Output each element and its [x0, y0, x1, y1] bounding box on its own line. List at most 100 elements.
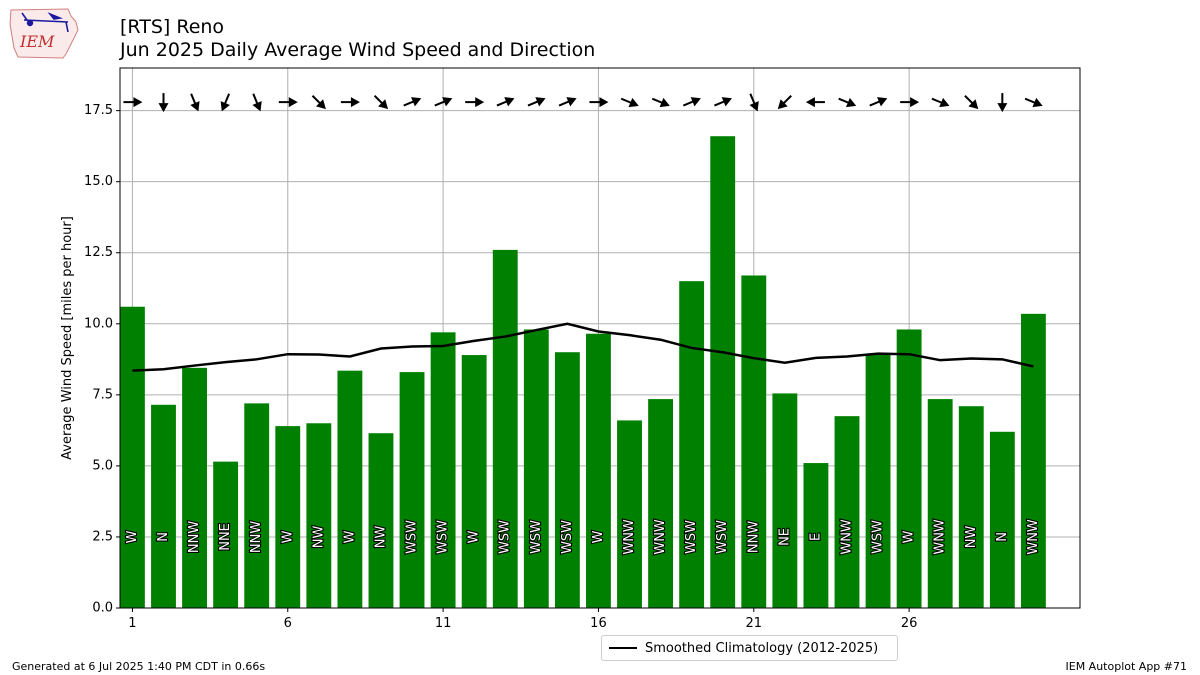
wind-arrow-head	[252, 101, 262, 112]
y-axis-label: Average Wind Speed [miles per hour]	[60, 216, 75, 460]
wind-arrow-head	[475, 97, 485, 108]
wind-speed-bar	[151, 404, 176, 608]
climatology-layer	[132, 322, 1034, 372]
wind-arrow-head	[777, 99, 788, 110]
wind-arrow-icon	[373, 95, 389, 110]
wind-arrow-head	[158, 103, 169, 113]
wind-arrow-icon	[434, 97, 453, 107]
wind-arrow-shaft	[964, 95, 975, 105]
wind-arrow-icon	[589, 97, 609, 108]
wind-speed-bar	[213, 461, 239, 608]
wind-arrow-head	[846, 97, 857, 108]
wind-arrow-icon	[777, 95, 792, 110]
wind-arrow-head	[566, 97, 577, 107]
wind-arrow-head	[190, 101, 200, 112]
wind-speed-bar	[834, 416, 860, 608]
direction-label: NW	[311, 526, 326, 549]
wind-speed-bar	[399, 372, 425, 608]
wind-arrow-icon	[620, 97, 639, 108]
direction-label: NE	[777, 528, 792, 546]
wind-speed-bar	[430, 332, 456, 608]
wind-arrow-head	[721, 97, 732, 107]
direction-label: W	[125, 530, 140, 543]
legend-label: Smoothed Climatology (2012-2025)	[645, 640, 879, 656]
x-tick-label: 26	[901, 616, 918, 631]
wind-arrow-head	[805, 97, 815, 108]
direction-label: NW	[964, 526, 979, 549]
direction-label: WSW	[436, 520, 451, 554]
direction-label: WNW	[653, 519, 668, 555]
wind-arrow-head	[288, 97, 298, 108]
direction-label: W	[280, 530, 295, 543]
wind-speed-bar	[741, 275, 767, 608]
app-id: IEM Autoplot App #71	[1065, 660, 1188, 673]
direction-label: E	[808, 533, 823, 541]
title-station: [RTS] Reno	[120, 16, 225, 38]
wind-speed-bar	[461, 355, 487, 608]
wind-arrow-icon	[220, 93, 230, 112]
wind-arrow-head	[997, 103, 1008, 113]
wind-speed-bar	[617, 420, 642, 608]
wind-arrow-icon	[805, 97, 825, 108]
wind-arrow-head	[968, 99, 979, 110]
wind-arrow-shaft	[782, 95, 792, 105]
direction-label: WSW	[715, 520, 730, 554]
iem-logo: IEM	[9, 8, 79, 59]
wind-arrow-shaft	[373, 95, 384, 105]
direction-label: W	[591, 530, 606, 543]
direction-label: N	[156, 532, 171, 542]
wind-arrow-icon	[869, 97, 888, 107]
wind-arrow-icon	[838, 97, 857, 108]
wind-arrow-icon	[749, 93, 759, 112]
wind-arrow-head	[504, 97, 515, 107]
wind-arrow-head	[877, 97, 888, 107]
wind-arrow-head	[378, 99, 389, 110]
y-tick-label: 10.0	[84, 316, 113, 331]
x-tick-label: 11	[435, 616, 452, 631]
wind-speed-bar	[710, 136, 736, 609]
chart-legend: Smoothed Climatology (2012-2025)	[601, 635, 898, 661]
wind-arrow-head	[599, 97, 609, 108]
legend-line-swatch	[609, 647, 637, 649]
wind-speed-bar	[337, 370, 363, 608]
generated-timestamp: Generated at 6 Jul 2025 1:40 PM CDT in 0…	[12, 660, 266, 673]
direction-label: WSW	[560, 520, 575, 554]
wind-speed-bar	[523, 329, 549, 608]
direction-label: NNW	[187, 521, 202, 553]
wind-speed-bar	[368, 433, 394, 608]
wind-arrow-icon	[340, 97, 360, 108]
wind-arrow-head	[939, 97, 950, 108]
direction-label: WSW	[529, 520, 544, 554]
wind-speed-bar	[182, 367, 207, 608]
wind-speed-bar	[896, 329, 922, 608]
direction-label: NNE	[218, 523, 233, 551]
wind-arrow-icon	[964, 95, 979, 110]
arrow-layer	[123, 93, 1043, 113]
wind-arrow-icon	[158, 93, 169, 113]
title-description: Jun 2025 Daily Average Wind Speed and Di…	[120, 39, 596, 61]
wind-arrow-icon	[714, 97, 732, 107]
direction-label-layer: W N NNW NNE NNW W NW W NW WSW WSW W WSW WSW WSW W WNW WNW…	[124, 518, 1042, 556]
wind-arrow-head	[442, 97, 453, 107]
wind-arrow-icon	[1024, 97, 1043, 108]
wind-speed-bar	[306, 423, 332, 608]
wind-arrow-head	[220, 101, 230, 112]
wind-arrow-icon	[496, 97, 515, 107]
wind-arrow-shaft	[1024, 97, 1037, 105]
wind-arrow-icon	[465, 97, 485, 108]
weather-station-icon	[21, 12, 69, 33]
wind-speed-bar	[492, 249, 518, 609]
wind-arrow-head	[749, 101, 759, 112]
wind-arrow-icon	[931, 97, 950, 108]
wind-arrow-head	[910, 97, 920, 108]
wind-speed-bar	[803, 463, 829, 608]
direction-label: W	[342, 530, 357, 543]
wind-arrow-icon	[558, 97, 577, 107]
wind-arrow-icon	[278, 97, 298, 108]
wind-arrow-icon	[123, 97, 143, 108]
wind-speed-bar	[1020, 313, 1046, 608]
y-tick-label: 2.5	[92, 529, 113, 544]
direction-label: WNW	[622, 519, 637, 555]
direction-label: WSW	[871, 520, 886, 554]
